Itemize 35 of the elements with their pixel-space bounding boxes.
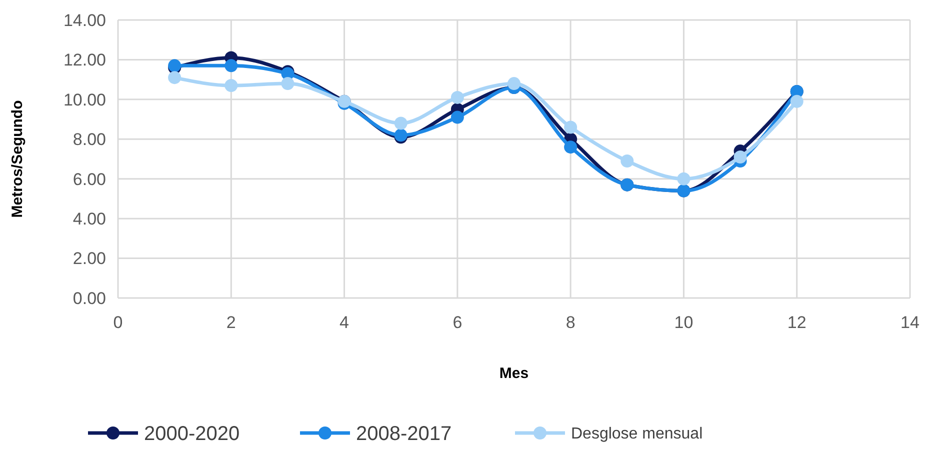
point (508, 77, 520, 90)
y-tick-label: 14.00 (63, 10, 106, 30)
point (564, 120, 578, 134)
y-tick-label: 4.00 (72, 210, 106, 229)
x-tick-label: 12 (787, 313, 806, 332)
legend-label: 2008-2017 (356, 423, 452, 445)
point (450, 90, 464, 104)
y-tick-label: 2.00 (72, 249, 106, 268)
point (224, 59, 238, 72)
point (564, 140, 578, 154)
x-tick-label: 10 (674, 313, 694, 332)
y-tick-label: 0.00 (72, 288, 106, 308)
point (394, 116, 408, 130)
y-tick-label: 10.00 (63, 90, 106, 110)
point (224, 79, 238, 92)
point (677, 172, 690, 186)
x-tick-label: 6 (452, 313, 462, 332)
x-tick-label: 14 (900, 313, 920, 332)
point (168, 71, 182, 84)
y-tick-label: 8.00 (72, 130, 106, 150)
x-axis-title: Mes (499, 365, 529, 382)
legend-label: Desglose mensual (571, 426, 703, 443)
x-tick-label: 4 (340, 313, 350, 332)
point (281, 77, 294, 90)
x-tick-label: 2 (226, 313, 236, 332)
point (790, 94, 804, 108)
y-axis-title: Metros/Segundo (9, 100, 26, 218)
legend-label: 2000-2020 (144, 423, 240, 445)
y-tick-label: 6.00 (72, 170, 106, 189)
y-tick-label: 12.00 (63, 50, 106, 70)
point (450, 110, 464, 124)
point (620, 154, 634, 168)
x-tick-label: 8 (566, 313, 576, 332)
point (734, 150, 747, 164)
x-tick-label: 0 (113, 313, 123, 332)
